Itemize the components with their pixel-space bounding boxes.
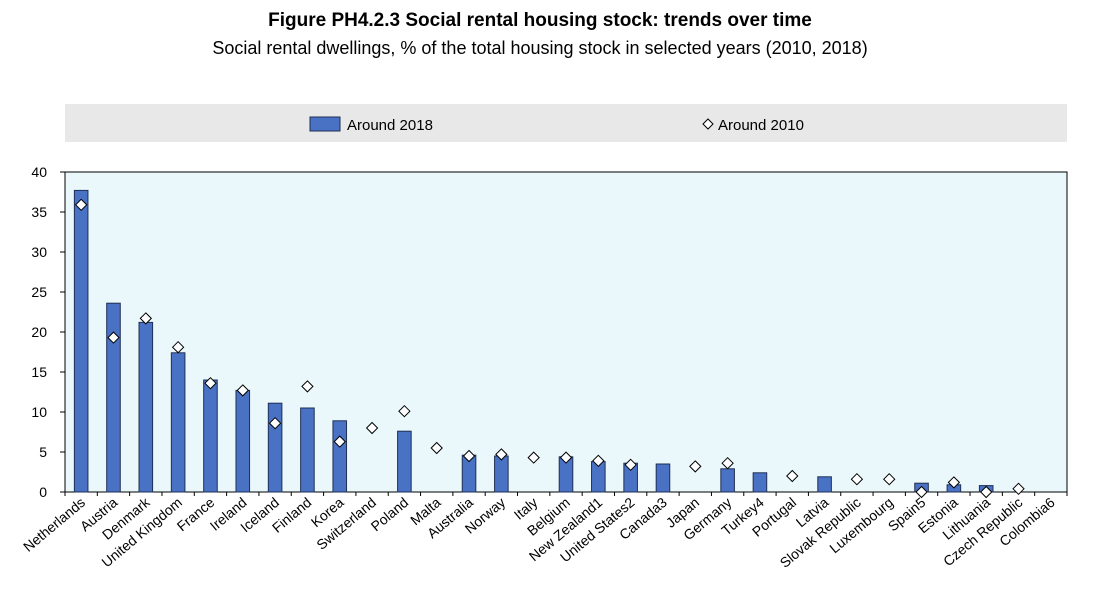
marker-switzerland <box>365 421 379 435</box>
plot-area <box>64 171 1068 493</box>
marker-netherlands <box>74 198 88 212</box>
marker-luxembourg <box>883 472 896 486</box>
legend-background <box>65 104 1067 142</box>
marker-united-kingdom <box>171 340 185 354</box>
x-tick-label: Poland <box>368 494 412 534</box>
marker-estonia <box>947 476 961 489</box>
marker-czech-republic <box>1012 482 1025 496</box>
marker-belgium <box>559 451 573 464</box>
y-tick-label: 30 <box>31 244 47 260</box>
marker-denmark <box>139 312 153 325</box>
marker-portugal <box>786 469 799 483</box>
chart-subtitle: Social rental dwellings, % of the total … <box>212 38 868 58</box>
marker-norway <box>495 448 508 461</box>
bar-denmark <box>138 321 154 493</box>
y-tick-label: 0 <box>39 484 47 500</box>
chart-title: Figure PH4.2.3 Social rental housing sto… <box>268 10 812 31</box>
marker-malta <box>430 441 443 455</box>
bar-ireland <box>235 389 251 493</box>
bar-austria <box>106 302 121 493</box>
marker-ireland <box>236 384 249 397</box>
legend-diamond-marker <box>702 118 714 130</box>
bar-latvia <box>817 476 832 493</box>
bar-united-kingdom <box>170 352 186 493</box>
y-tick-label: 35 <box>31 204 47 220</box>
marker-japan <box>689 460 702 473</box>
bar-norway <box>494 455 509 493</box>
bar-netherlands <box>73 189 89 493</box>
bar-finland <box>300 407 315 493</box>
markers-around-2010 <box>74 198 1025 499</box>
marker-spain5 <box>915 485 928 499</box>
y-tick-label: 40 <box>31 164 47 180</box>
bar-france <box>203 379 218 493</box>
y-tick-label: 25 <box>31 284 47 300</box>
bar-turkey4 <box>752 472 768 493</box>
marker-new-zealand1 <box>592 454 605 468</box>
marker-united-states2 <box>624 458 637 472</box>
legend-bar-swatch <box>309 116 341 132</box>
marker-slovak-republic <box>850 472 864 486</box>
bar-canada3 <box>655 463 671 493</box>
y-tick-label: 15 <box>31 364 47 380</box>
y-tick-label: 5 <box>39 444 47 460</box>
marker-lithuania <box>979 485 993 499</box>
legend-item-markers: Around 2010 <box>702 117 804 134</box>
marker-germany <box>721 456 734 470</box>
bar-iceland <box>267 402 283 493</box>
y-tick-label: 10 <box>31 404 47 420</box>
marker-korea <box>333 435 346 448</box>
bar-germany <box>720 468 735 493</box>
marker-finland <box>301 380 314 393</box>
bar-poland <box>397 430 412 493</box>
y-tick-label: 20 <box>31 324 47 340</box>
legend-item-bars: Around 2018 <box>309 116 433 134</box>
legend-label-2018: Around 2018 <box>347 117 433 134</box>
legend-label-2010: Around 2010 <box>718 117 804 134</box>
marker-australia <box>462 449 476 463</box>
bar-korea <box>332 420 348 493</box>
marker-france <box>204 376 217 390</box>
marker-iceland <box>268 416 282 430</box>
marker-austria <box>107 331 120 344</box>
marker-italy <box>527 451 540 464</box>
marker-poland <box>398 404 411 418</box>
